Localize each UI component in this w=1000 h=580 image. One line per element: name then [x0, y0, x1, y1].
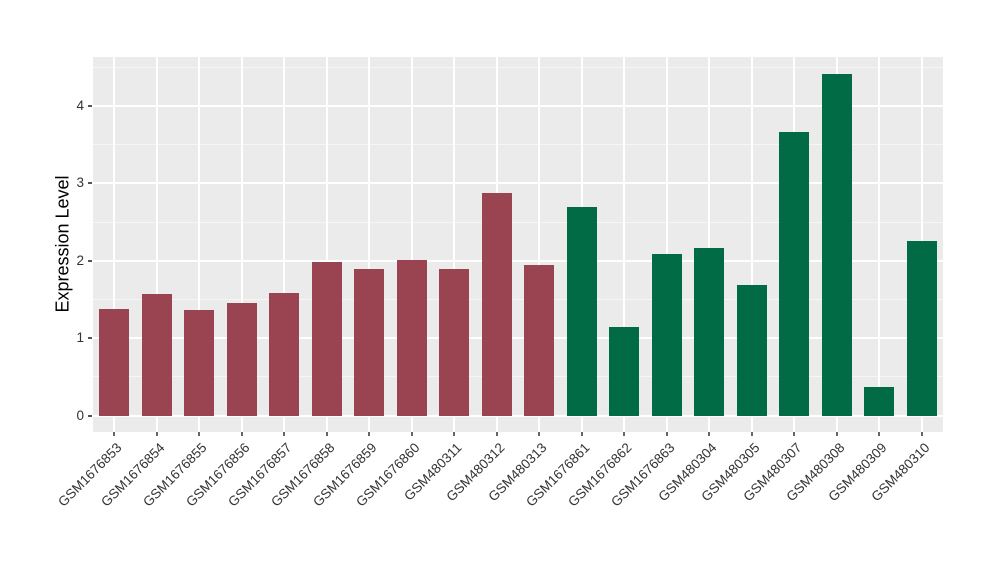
- x-tick-mark: [283, 432, 286, 436]
- category-gridline: [878, 57, 881, 432]
- y-axis-title: Expression Level: [52, 175, 73, 313]
- category-gridline: [623, 57, 626, 432]
- x-tick-mark: [155, 432, 158, 436]
- x-tick-mark: [495, 432, 498, 436]
- bar-GSM480313: [524, 265, 555, 416]
- bar-GSM480305: [736, 284, 767, 416]
- y-tick-label: 2: [76, 252, 84, 268]
- x-tick-mark: [410, 432, 413, 436]
- x-tick-mark: [325, 432, 328, 436]
- bar-GSM1676855: [184, 309, 215, 416]
- y-tick-label: 0: [76, 407, 84, 423]
- x-tick-mark: [623, 432, 626, 436]
- y-tick-label: 4: [76, 97, 84, 113]
- minor-gridline: [93, 376, 943, 378]
- y-tick-mark: [88, 337, 92, 340]
- minor-gridline: [93, 144, 943, 146]
- bar-GSM1676854: [141, 294, 172, 416]
- bar-GSM480312: [481, 193, 512, 416]
- category-gridline: [453, 57, 456, 432]
- x-tick-mark: [793, 432, 796, 436]
- bar-GSM480304: [694, 248, 725, 416]
- category-gridline: [538, 57, 541, 432]
- x-tick-mark: [750, 432, 753, 436]
- major-gridline: [93, 337, 943, 340]
- y-tick-mark: [88, 259, 92, 262]
- minor-gridline: [93, 299, 943, 300]
- bar-GSM1676861: [566, 206, 597, 416]
- bar-GSM1676858: [311, 262, 342, 416]
- y-tick-mark: [88, 182, 92, 185]
- y-tick-mark: [88, 104, 92, 107]
- x-tick-mark: [708, 432, 711, 436]
- category-gridline: [240, 57, 243, 432]
- major-gridline: [93, 414, 943, 417]
- x-tick-mark: [368, 432, 371, 436]
- bar-GSM1676862: [609, 326, 640, 416]
- x-tick-mark: [198, 432, 201, 436]
- bar-GSM1676860: [396, 259, 427, 416]
- category-gridline: [325, 57, 328, 432]
- x-tick-mark: [920, 432, 923, 436]
- bar-GSM1676857: [269, 293, 300, 416]
- x-tick-mark: [113, 432, 116, 436]
- category-gridline: [198, 57, 201, 432]
- minor-gridline: [93, 221, 943, 223]
- x-tick-mark: [240, 432, 243, 436]
- category-gridline: [113, 57, 116, 432]
- x-tick-mark: [538, 432, 541, 436]
- category-gridline: [665, 57, 668, 432]
- minor-gridline: [93, 66, 943, 68]
- category-gridline: [283, 57, 286, 432]
- bar-GSM480311: [439, 268, 470, 416]
- category-gridline: [410, 57, 413, 432]
- bar-GSM1676859: [354, 269, 385, 416]
- major-gridline: [93, 104, 943, 107]
- bar-GSM480310: [906, 241, 937, 416]
- bar-GSM480307: [779, 132, 810, 416]
- category-gridline: [155, 57, 158, 432]
- major-gridline: [93, 182, 943, 185]
- category-gridline: [368, 57, 371, 432]
- x-tick-mark: [878, 432, 881, 436]
- category-gridline: [708, 57, 711, 432]
- bar-GSM1676856: [226, 302, 257, 416]
- bar-GSM1676863: [651, 253, 682, 416]
- y-tick-label: 3: [76, 175, 84, 191]
- y-tick-label: 1: [76, 330, 84, 346]
- x-tick-mark: [665, 432, 668, 436]
- bar-GSM1676853: [99, 308, 130, 416]
- y-tick-mark: [88, 414, 92, 417]
- plot-panel: [93, 57, 943, 432]
- major-gridline: [93, 259, 943, 262]
- bar-GSM480308: [821, 74, 852, 416]
- bar-GSM480309: [864, 387, 895, 416]
- x-tick-mark: [835, 432, 838, 436]
- category-gridline: [750, 57, 753, 432]
- x-tick-mark: [453, 432, 456, 436]
- x-tick-mark: [580, 432, 583, 436]
